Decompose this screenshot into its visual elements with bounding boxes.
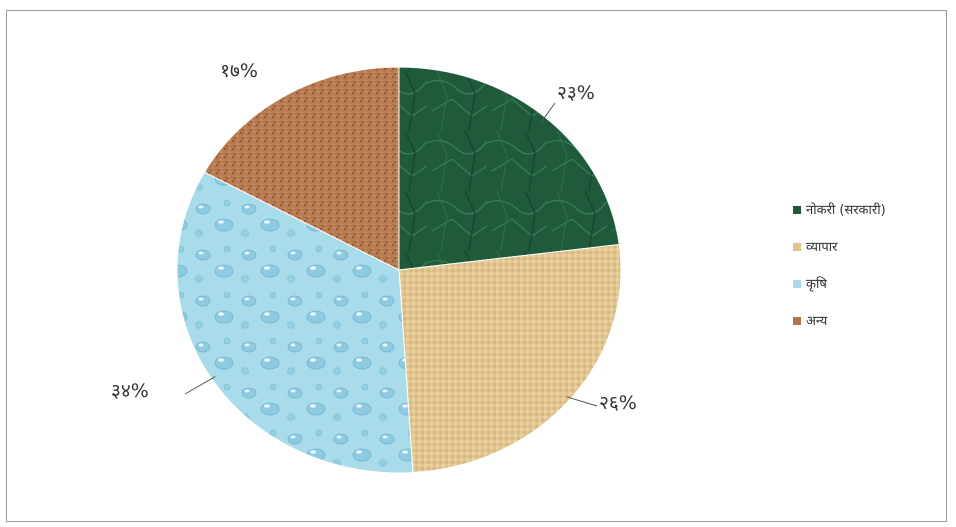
legend-label: अन्य xyxy=(806,314,828,329)
leader-line xyxy=(539,102,556,125)
pie-slice xyxy=(398,244,622,474)
legend-swatch xyxy=(793,243,801,251)
slice-percent-label: २६% xyxy=(599,392,637,414)
slice-percent-label: ३४% xyxy=(111,380,149,402)
legend-swatch xyxy=(793,317,801,325)
pie-slice xyxy=(398,66,620,271)
legend-swatch xyxy=(793,206,801,214)
pie-chart: २३% २६% ३४% १७% नोकरी (सरकारी) व्यापार कृषि अन… xyxy=(111,60,886,474)
leader-line xyxy=(184,376,216,395)
legend: नोकरी (सरकारी) व्यापार कृषि अन्य xyxy=(793,202,886,329)
pie-slice xyxy=(203,66,400,271)
legend-label: नोकरी (सरकारी) xyxy=(806,202,886,218)
leader-line xyxy=(566,396,598,407)
percent-labels: २३% २६% ३४% १७% xyxy=(111,60,637,414)
legend-label: कृषि xyxy=(806,276,827,292)
slice-percent-label: २३% xyxy=(557,82,595,104)
leader-lines xyxy=(184,102,598,407)
legend-swatch xyxy=(793,280,801,288)
slice-percent-label: १७% xyxy=(220,60,258,82)
chart-frame: २३% २६% ३४% १७% नोकरी (सरकारी) व्यापार कृषि अन… xyxy=(6,10,947,522)
pie-slices xyxy=(176,66,622,474)
legend-label: व्यापार xyxy=(806,240,838,255)
